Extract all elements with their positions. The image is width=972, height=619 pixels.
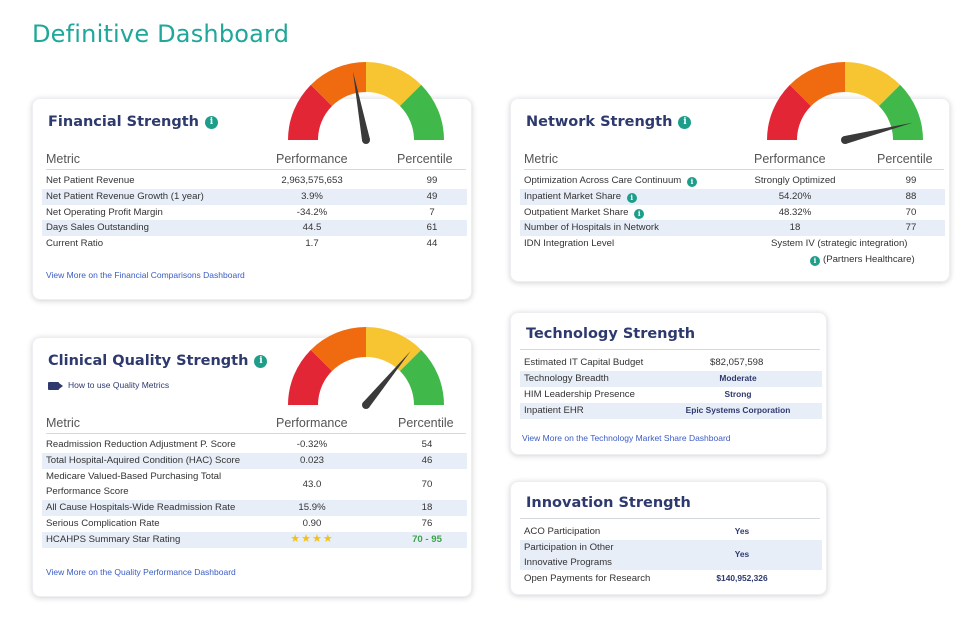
table-row: Medicare Valued-Based Purchasing Total P… xyxy=(46,471,433,497)
financial-strength-title: Financial Strength i xyxy=(48,114,218,130)
info-icon[interactable]: i xyxy=(686,176,697,187)
gauge-segment xyxy=(399,84,444,140)
network-gauge xyxy=(767,62,923,144)
table-row: ACO Participation Yes xyxy=(524,526,750,537)
table-row: Estimated IT Capital Budget $82,057,598 xyxy=(524,357,764,368)
partner-note-row: i (Partners Healthcare) xyxy=(520,252,945,268)
table-row: Inpatient Market Share i 54.20% 88 xyxy=(520,189,945,205)
gauge-segment xyxy=(767,84,812,140)
financial-comparisons-link[interactable]: View More on the Financial Comparisons D… xyxy=(46,270,245,280)
clinical-gauge xyxy=(288,327,444,409)
gauge-segment xyxy=(288,84,333,140)
table-row: Serious Complication Rate 0.90 76 xyxy=(46,518,433,529)
technology-strength-title: Technology Strength xyxy=(526,326,696,342)
table-row: All Cause Hospitals-Wide Readmission Rat… xyxy=(42,500,467,516)
gauge-needle xyxy=(352,71,370,141)
table-row: Net Patient Revenue 2,963,575,653 99 xyxy=(46,175,438,186)
gauge-segment xyxy=(845,62,901,107)
gauge-segment xyxy=(366,62,422,107)
col-header-percentile: Percentile xyxy=(877,152,933,166)
info-icon[interactable]: i xyxy=(810,255,820,266)
gauge-needle-hub xyxy=(841,136,849,144)
clinical-table-header: Metric Performance Percentile xyxy=(46,416,466,434)
technology-market-share-link[interactable]: View More on the Technology Market Share… xyxy=(522,433,731,443)
gauge-needle xyxy=(844,122,913,144)
col-header-percentile: Percentile xyxy=(398,416,454,430)
quality-performance-link[interactable]: View More on the Quality Performance Das… xyxy=(46,567,236,577)
table-row: Inpatient EHR Epic Systems Corporation xyxy=(520,403,822,419)
gauge-segment xyxy=(288,349,333,405)
innovation-strength-title: Innovation Strength xyxy=(526,495,691,511)
table-row: HCAHPS Summary Star Rating ★★★★ 70 - 95 xyxy=(42,532,467,548)
star-rating: ★★★★ xyxy=(290,533,334,545)
table-row: Participation in Other Innovative Progra… xyxy=(520,540,822,570)
table-row: Technology Breadth Moderate xyxy=(520,371,822,387)
col-header-metric: Metric xyxy=(46,152,81,166)
info-icon[interactable]: i xyxy=(678,115,692,129)
table-row: IDN Integration Level System IV (strateg… xyxy=(524,238,908,249)
col-header-metric: Metric xyxy=(46,416,81,430)
gauge-needle xyxy=(362,351,411,408)
info-icon[interactable]: i xyxy=(626,192,637,203)
gauge-segment xyxy=(399,349,444,405)
network-strength-title: Network Strength i xyxy=(526,114,692,130)
financial-table-header: Metric Performance Percentile xyxy=(46,152,466,170)
gauge-segment xyxy=(789,62,845,107)
col-header-performance: Performance xyxy=(276,416,348,430)
quality-metrics-video-link[interactable]: How to use Quality Metrics xyxy=(48,380,169,390)
gauge-segment xyxy=(878,84,923,140)
clinical-quality-title: Clinical Quality Strength i xyxy=(48,353,268,369)
table-row: HIM Leadership Presence Strong xyxy=(524,389,752,400)
table-row: Total Hospital-Aquired Condition (HAC) S… xyxy=(42,453,467,469)
page-title: Definitive Dashboard xyxy=(32,20,290,48)
financial-gauge xyxy=(288,62,444,144)
innovation-strength-card xyxy=(510,481,827,595)
network-table-header: Metric Performance Percentile xyxy=(524,152,944,170)
table-row: Net Patient Revenue Growth (1 year) 3.9%… xyxy=(42,189,467,205)
table-row: Outpatient Market Share i 48.32% 70 xyxy=(524,207,917,219)
gauge-segment xyxy=(310,327,366,372)
divider xyxy=(520,349,820,350)
info-icon[interactable]: i xyxy=(634,208,645,219)
info-icon[interactable]: i xyxy=(254,354,268,368)
divider xyxy=(520,518,820,519)
table-row: Days Sales Outstanding 44.5 61 xyxy=(42,220,467,236)
col-header-performance: Performance xyxy=(276,152,348,166)
table-row: Open Payments for Research $140,952,326 xyxy=(524,573,768,584)
gauge-needle-hub xyxy=(362,401,370,409)
video-camera-icon xyxy=(48,381,63,390)
table-row: Number of Hospitals in Network 18 77 xyxy=(520,220,945,236)
col-header-metric: Metric xyxy=(524,152,559,166)
info-icon[interactable]: i xyxy=(205,115,218,129)
table-row: Current Ratio 1.7 44 xyxy=(46,238,438,249)
gauge-segment xyxy=(366,327,422,372)
table-row: Net Operating Profit Margin -34.2% 7 xyxy=(46,207,435,218)
table-row: Readmission Reduction Adjustment P. Scor… xyxy=(46,439,433,450)
gauge-segment xyxy=(310,62,366,107)
col-header-percentile: Percentile xyxy=(397,152,453,166)
gauge-needle-hub xyxy=(362,136,370,144)
col-header-performance: Performance xyxy=(754,152,826,166)
table-row: Optimization Across Care Continuum i Str… xyxy=(524,175,917,187)
